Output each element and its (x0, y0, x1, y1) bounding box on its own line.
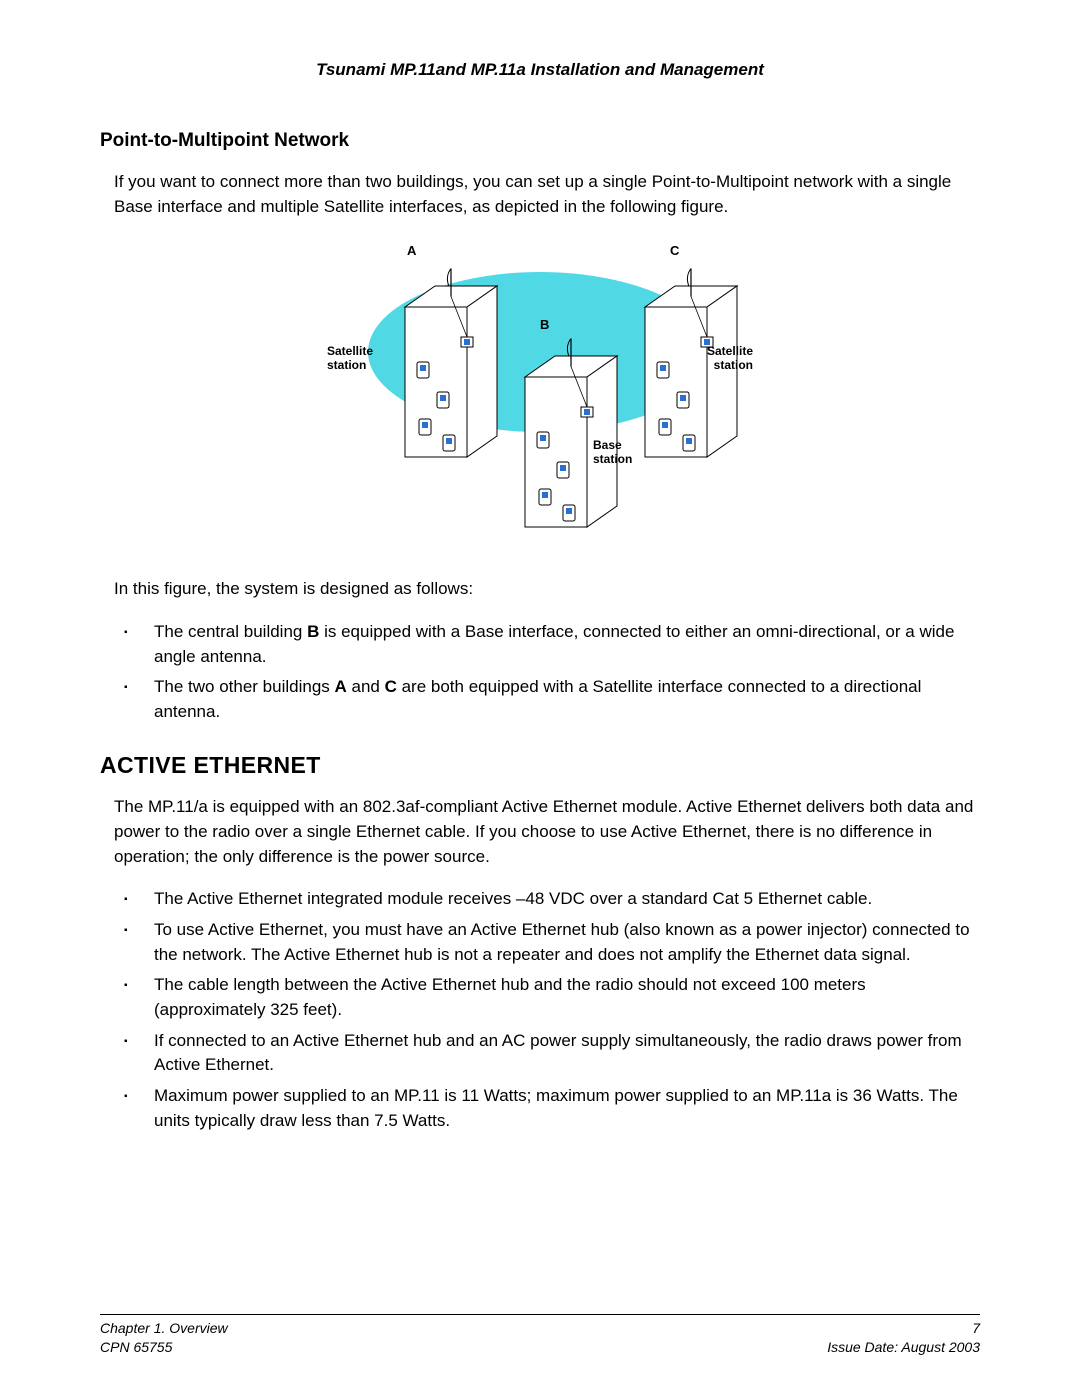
ae-intro-paragraph: The MP.11/a is equipped with an 802.3af-… (114, 795, 980, 869)
document-header: Tsunami MP.11and MP.11a Installation and… (100, 60, 980, 80)
svg-text:Base: Base (593, 438, 622, 452)
svg-text:C: C (670, 243, 680, 258)
list-item: The cable length between the Active Ethe… (114, 973, 980, 1022)
bullet-text: The Active Ethernet integrated module re… (154, 887, 980, 912)
bullet-text: The cable length between the Active Ethe… (154, 973, 980, 1022)
ptmp-bullet-list: The central building B is equipped with … (114, 620, 980, 725)
footer-chapter: Chapter 1. Overview (100, 1319, 228, 1338)
bullet-text: If connected to an Active Ethernet hub a… (154, 1029, 980, 1078)
bullet-icon (114, 675, 154, 724)
section-heading-active-ethernet: ACTIVE ETHERNET (100, 752, 980, 779)
bullet-icon (114, 1029, 154, 1078)
bullet-text: Maximum power supplied to an MP.11 is 11… (154, 1084, 980, 1133)
list-item: The Active Ethernet integrated module re… (114, 887, 980, 912)
bullet-text: The central building B is equipped with … (154, 620, 980, 669)
list-item: The central building B is equipped with … (114, 620, 980, 669)
svg-text:station: station (593, 452, 632, 466)
footer-cpn: CPN 65755 (100, 1338, 172, 1357)
bullet-text: To use Active Ethernet, you must have an… (154, 918, 980, 967)
svg-text:station: station (714, 358, 753, 372)
svg-text:Satellite: Satellite (327, 344, 373, 358)
document-page: Tsunami MP.11and MP.11a Installation and… (0, 0, 1080, 1397)
list-item: The two other buildings A and C are both… (114, 675, 980, 724)
bullet-icon (114, 1084, 154, 1133)
footer-rule (100, 1314, 980, 1315)
svg-text:Satellite: Satellite (707, 344, 753, 358)
bullet-icon (114, 887, 154, 912)
list-item: If connected to an Active Ethernet hub a… (114, 1029, 980, 1078)
svg-text:A: A (407, 243, 417, 258)
svg-text:station: station (327, 358, 366, 372)
list-item: To use Active Ethernet, you must have an… (114, 918, 980, 967)
bullet-icon (114, 973, 154, 1022)
post-figure-text: In this figure, the system is designed a… (114, 577, 980, 602)
network-diagram-svg: ASatellitestationBBasestationCSatellites… (325, 237, 755, 557)
ae-bullet-list: The Active Ethernet integrated module re… (114, 887, 980, 1133)
bullet-icon (114, 620, 154, 669)
bullet-text: The two other buildings A and C are both… (154, 675, 980, 724)
network-figure: ASatellitestationBBasestationCSatellites… (100, 237, 980, 557)
page-footer: Chapter 1. Overview 7 CPN 65755 Issue Da… (100, 1314, 980, 1357)
list-item: Maximum power supplied to an MP.11 is 11… (114, 1084, 980, 1133)
section-heading-ptmp: Point-to-Multipoint Network (100, 130, 980, 152)
svg-text:B: B (540, 317, 549, 332)
bullet-icon (114, 918, 154, 967)
intro-paragraph: If you want to connect more than two bui… (114, 170, 980, 219)
footer-issue: Issue Date: August 2003 (827, 1338, 980, 1357)
footer-page: 7 (972, 1319, 980, 1338)
